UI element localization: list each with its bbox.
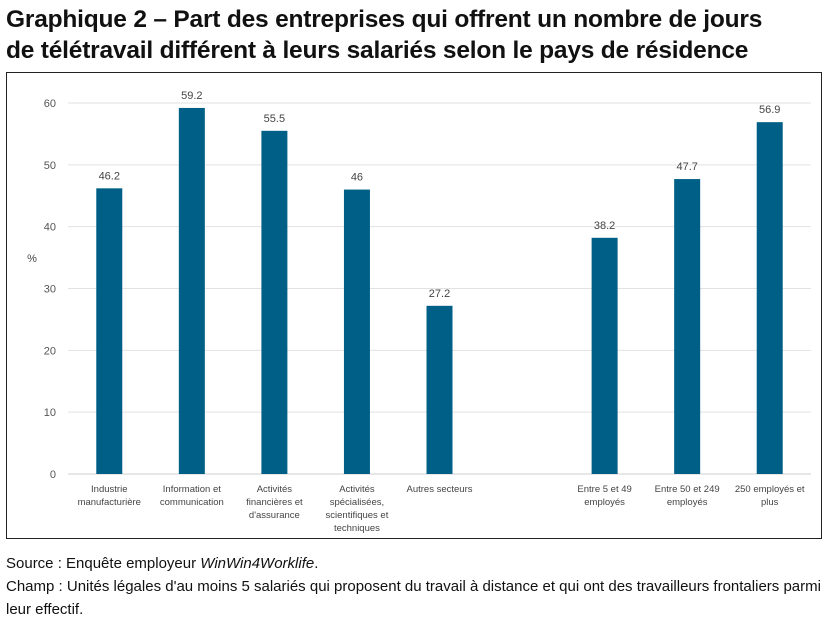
x-tick-label: Information et xyxy=(163,484,221,495)
x-tick-label: techniques xyxy=(334,523,380,534)
chart-frame: 0 10 20 30 40 50 60% 46.2 Industrie manufacturièr… xyxy=(6,72,822,539)
data-label: 56.9 xyxy=(759,104,780,116)
footnotes: Source : Enquête employeur WinWin4Workli… xyxy=(6,552,828,621)
x-tick-label: communication xyxy=(160,497,224,508)
x-tick-label: Entre 50 et 249 xyxy=(655,484,720,495)
title-line-1: Graphique 2 – Part des entreprises qui o… xyxy=(6,6,763,33)
bar xyxy=(426,305,453,474)
y-axis-label: % xyxy=(27,253,37,265)
data-label: 47.7 xyxy=(676,161,697,173)
bar xyxy=(178,107,205,475)
bar xyxy=(591,237,618,474)
x-tick-label: employés xyxy=(667,497,708,508)
y-tick-label: 20 xyxy=(44,345,56,357)
x-tick-label: Autres secteurs xyxy=(407,484,473,495)
x-tick-label: Entre 5 et 49 xyxy=(577,484,631,495)
title-line-2: de télétravail différent à leurs salarié… xyxy=(6,37,749,64)
x-tick-label: scientifiques et xyxy=(326,510,389,521)
data-label: 46.2 xyxy=(99,170,120,182)
x-tick-label: manufacturière xyxy=(78,497,141,508)
source-suffix: . xyxy=(314,555,319,572)
source-note: Source : Enquête employeur WinWin4Workli… xyxy=(6,552,828,575)
bar xyxy=(674,179,701,474)
champ-note: Champ : Unités légales d'au moins 5 sala… xyxy=(6,578,821,618)
y-tick-label: 60 xyxy=(44,98,56,110)
x-tick-label: d'assurance xyxy=(249,510,300,521)
y-tick-label: 30 xyxy=(44,284,56,296)
y-tick-label: 50 xyxy=(44,160,56,172)
chart-title: Graphique 2 – Part des entreprises qui o… xyxy=(6,4,826,66)
source-name: WinWin4Worklife xyxy=(200,555,315,572)
data-label: 59.2 xyxy=(181,90,202,102)
x-tick-label: Activités xyxy=(339,484,375,495)
x-tick-label: financières et xyxy=(246,497,303,508)
x-tick-label: employés xyxy=(584,497,625,508)
bar xyxy=(343,189,370,475)
x-tick-label: Industrie xyxy=(91,484,127,495)
y-tick-label: 0 xyxy=(50,469,56,481)
x-tick-label: Activités xyxy=(257,484,293,495)
data-label: 38.2 xyxy=(594,220,615,232)
y-tick-label: 40 xyxy=(44,222,56,234)
data-label: 27.2 xyxy=(429,288,450,300)
bar xyxy=(96,188,123,474)
x-tick-label: spécialisées, xyxy=(330,497,384,508)
bar xyxy=(261,130,288,474)
bar-chart: 0 10 20 30 40 50 60% 46.2 Industrie manufacturièr… xyxy=(27,90,811,534)
bar xyxy=(756,122,783,474)
data-label: 55.5 xyxy=(264,113,285,125)
source-prefix: Source : Enquête employeur xyxy=(6,555,201,572)
y-tick-label: 10 xyxy=(44,407,56,419)
x-tick-label: 250 employés et xyxy=(735,484,805,495)
x-tick-label: plus xyxy=(761,497,779,508)
data-label: 46 xyxy=(351,172,363,184)
